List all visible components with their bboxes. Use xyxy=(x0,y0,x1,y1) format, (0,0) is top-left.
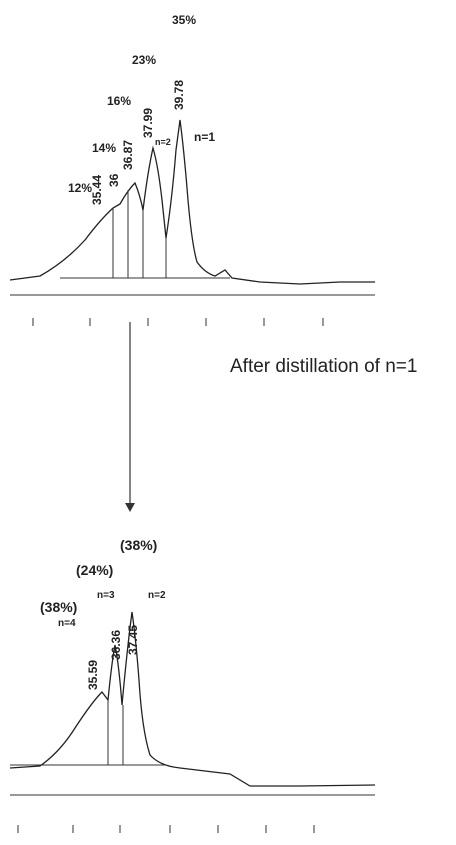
peak-percent: 14% xyxy=(92,141,116,155)
n-label: n=4 xyxy=(58,618,76,629)
trace xyxy=(9,119,375,285)
arrow-caption: After distillation of n=1 xyxy=(230,356,417,377)
peak-time: 37.45 xyxy=(126,625,140,655)
peak-time: 36.36 xyxy=(109,630,123,660)
axis-ticks xyxy=(17,825,315,833)
peak-time: 36 xyxy=(107,173,121,187)
axis-ticks xyxy=(32,318,324,326)
bottom-chromatogram: 35.59 36.36 37.45 (38%) (24%) (38%) n=4 … xyxy=(9,537,376,833)
peak-percent: (38%) xyxy=(120,537,157,553)
peak-time: 37.99 xyxy=(141,108,155,138)
arrow-head xyxy=(125,503,135,512)
peak-time: 39.78 xyxy=(172,80,186,110)
trace xyxy=(9,611,376,787)
n-label: n=1 xyxy=(194,130,215,144)
peak-time: 36.87 xyxy=(121,140,135,170)
n-label: n=3 xyxy=(97,590,115,601)
peak-percent: 12% xyxy=(68,181,92,195)
top-chromatogram: 35.44 36 36.87 37.99 39.78 12% 14% 16% 2… xyxy=(9,13,375,326)
peak-percent: (38%) xyxy=(40,599,77,615)
peak-time: 35.59 xyxy=(86,660,100,690)
n-label: n=2 xyxy=(148,590,166,601)
n-label: n=2 xyxy=(155,137,171,147)
peak-percent: 23% xyxy=(132,53,156,67)
peak-percent: 16% xyxy=(107,94,131,108)
peak-percent: (24%) xyxy=(76,562,113,578)
peak-percent: 35% xyxy=(172,13,196,27)
peak-time: 35.44 xyxy=(90,175,104,205)
arrow xyxy=(125,322,135,512)
